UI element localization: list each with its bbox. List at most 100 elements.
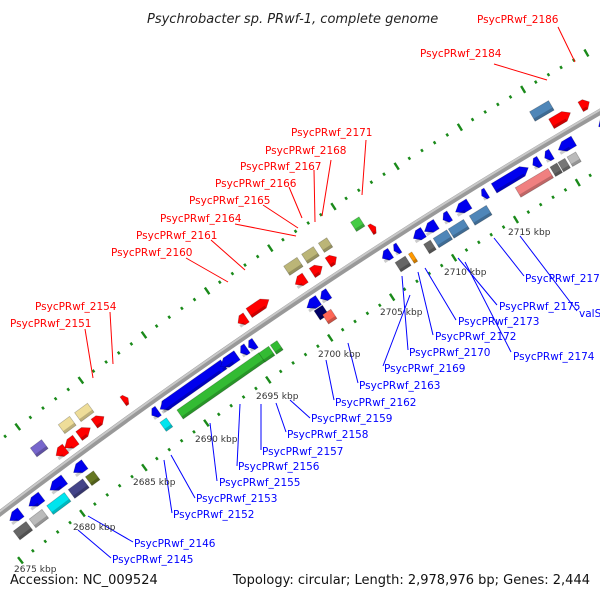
tick-mark	[369, 180, 374, 185]
gene-feature[interactable]	[304, 295, 323, 313]
gene-feature[interactable]	[322, 308, 338, 325]
gene-feature[interactable]	[258, 345, 276, 363]
gene-feature[interactable]	[74, 402, 95, 423]
gene-feature[interactable]	[47, 474, 69, 495]
gene-feature[interactable]	[67, 478, 90, 499]
gene-feature[interactable]	[301, 246, 320, 264]
gene-feature[interactable]	[557, 157, 571, 173]
gene-feature[interactable]	[422, 218, 440, 237]
gene-feature[interactable]	[548, 108, 574, 130]
gene-feature[interactable]	[292, 272, 309, 289]
gene-label[interactable]: PsycPRwf_2154	[35, 301, 117, 313]
gene-feature[interactable]	[410, 226, 427, 244]
gene-label[interactable]: valS	[579, 308, 600, 320]
gene-feature[interactable]	[12, 520, 34, 541]
gene-feature[interactable]	[308, 262, 325, 279]
gene-feature[interactable]	[447, 218, 470, 239]
gene-label[interactable]: PsycPRwf_2167	[240, 161, 322, 173]
gene-feature[interactable]	[245, 337, 259, 352]
gene-feature[interactable]	[596, 116, 600, 132]
gene-label[interactable]: PsycPRwf_2166	[215, 178, 297, 190]
gene-label[interactable]: PsycPRwf_2169	[384, 363, 466, 375]
gene-label[interactable]: PsycPRwf_2146	[134, 538, 216, 550]
gene-label[interactable]: PsycPRwf_2175	[499, 301, 581, 313]
gene-label[interactable]: PsycPRwf_2171	[291, 127, 373, 139]
gene-label[interactable]: PsycPRwf_2155	[219, 477, 301, 489]
gene-label[interactable]: PsycPRwf_2151	[10, 318, 92, 330]
gene-feature[interactable]	[57, 415, 77, 435]
gene-feature[interactable]	[530, 155, 543, 170]
tick-mark	[377, 303, 382, 308]
gene-feature[interactable]	[514, 167, 554, 198]
gene-feature[interactable]	[394, 255, 412, 273]
gene-feature[interactable]	[317, 237, 334, 253]
gene-feature[interactable]	[542, 148, 555, 163]
gene-feature[interactable]	[423, 239, 437, 255]
tick-mark	[450, 253, 458, 262]
gene-feature[interactable]	[479, 187, 491, 201]
gene-label[interactable]: PsycPRwf_2170	[409, 347, 491, 359]
gene-feature[interactable]	[577, 97, 592, 113]
gene-label[interactable]: PsycPRwf_2165	[189, 195, 271, 207]
gene-label[interactable]: PsycPRwf_2174	[513, 351, 595, 363]
gene-feature[interactable]	[70, 459, 89, 477]
gene-feature[interactable]	[432, 229, 454, 249]
gene-feature[interactable]	[90, 412, 107, 429]
gene-feature[interactable]	[245, 295, 272, 319]
gene-feature[interactable]	[367, 222, 379, 236]
gene-feature[interactable]	[46, 492, 72, 516]
gene-feature[interactable]	[237, 343, 251, 358]
gene-label[interactable]: PsycPRwf_2161	[136, 230, 218, 242]
gene-feature[interactable]	[269, 340, 284, 355]
gene-feature[interactable]	[453, 198, 473, 217]
gene-feature[interactable]	[566, 151, 582, 168]
gene-feature[interactable]	[283, 256, 304, 276]
tick-mark	[216, 412, 221, 417]
gene-feature[interactable]	[549, 162, 563, 178]
gene-feature[interactable]	[159, 417, 174, 432]
gene-feature[interactable]	[26, 491, 46, 511]
gene-feature[interactable]	[6, 507, 25, 526]
gene-feature[interactable]	[53, 443, 70, 461]
gene-label[interactable]: PsycPRwf_2164	[160, 213, 242, 225]
gene-label[interactable]: PsycPRwf_2157	[262, 446, 344, 458]
gene-label[interactable]: PsycPRwf_2162	[335, 397, 417, 409]
gene-feature[interactable]	[29, 439, 49, 458]
gene-label[interactable]: PsycPRwf_2186	[477, 14, 559, 26]
gene-label[interactable]: PsycPRwf_2177	[525, 273, 600, 285]
gene-feature[interactable]	[119, 393, 131, 407]
gene-label[interactable]: PsycPRwf_2158	[287, 429, 369, 441]
gene-feature[interactable]	[84, 470, 101, 487]
gene-feature[interactable]	[317, 288, 333, 304]
gene-feature[interactable]	[391, 242, 403, 256]
gene-label[interactable]: PsycPRwf_2172	[435, 331, 517, 343]
gene-label[interactable]: PsycPRwf_2184	[420, 48, 502, 60]
tick-mark	[192, 297, 197, 302]
label-leader-line	[519, 235, 578, 312]
gene-feature[interactable]	[217, 350, 241, 372]
gene-label[interactable]: PsycPRwf_2152	[173, 509, 255, 521]
gene-feature[interactable]	[490, 163, 531, 194]
gene-feature[interactable]	[350, 216, 366, 233]
gene-feature[interactable]	[468, 204, 493, 226]
gene-feature[interactable]	[407, 251, 419, 264]
gene-feature[interactable]	[61, 434, 80, 453]
gene-feature[interactable]	[235, 312, 250, 328]
gene-label[interactable]: PsycPRwf_2153	[196, 493, 278, 505]
gene-feature[interactable]	[157, 359, 228, 414]
gene-label[interactable]: PsycPRwf_2163	[359, 380, 441, 392]
gene-feature[interactable]	[75, 423, 94, 442]
gene-feature[interactable]	[556, 135, 578, 155]
gene-feature[interactable]	[149, 405, 162, 420]
gene-feature[interactable]	[324, 252, 339, 268]
gene-label[interactable]: PsycPRwf_2156	[238, 461, 320, 473]
gene-feature[interactable]	[379, 247, 395, 263]
gene-label[interactable]: PsycPRwf_2145	[112, 554, 194, 566]
gene-label[interactable]: PsycPRwf_2168	[265, 145, 347, 157]
gene-feature[interactable]	[529, 100, 555, 122]
gene-label[interactable]: PsycPRwf_2159	[311, 413, 393, 425]
gene-feature[interactable]	[28, 508, 50, 529]
gene-label[interactable]: PsycPRwf_2160	[111, 247, 193, 259]
gene-label[interactable]: PsycPRwf_2173	[458, 316, 540, 328]
gene-feature[interactable]	[440, 210, 454, 225]
